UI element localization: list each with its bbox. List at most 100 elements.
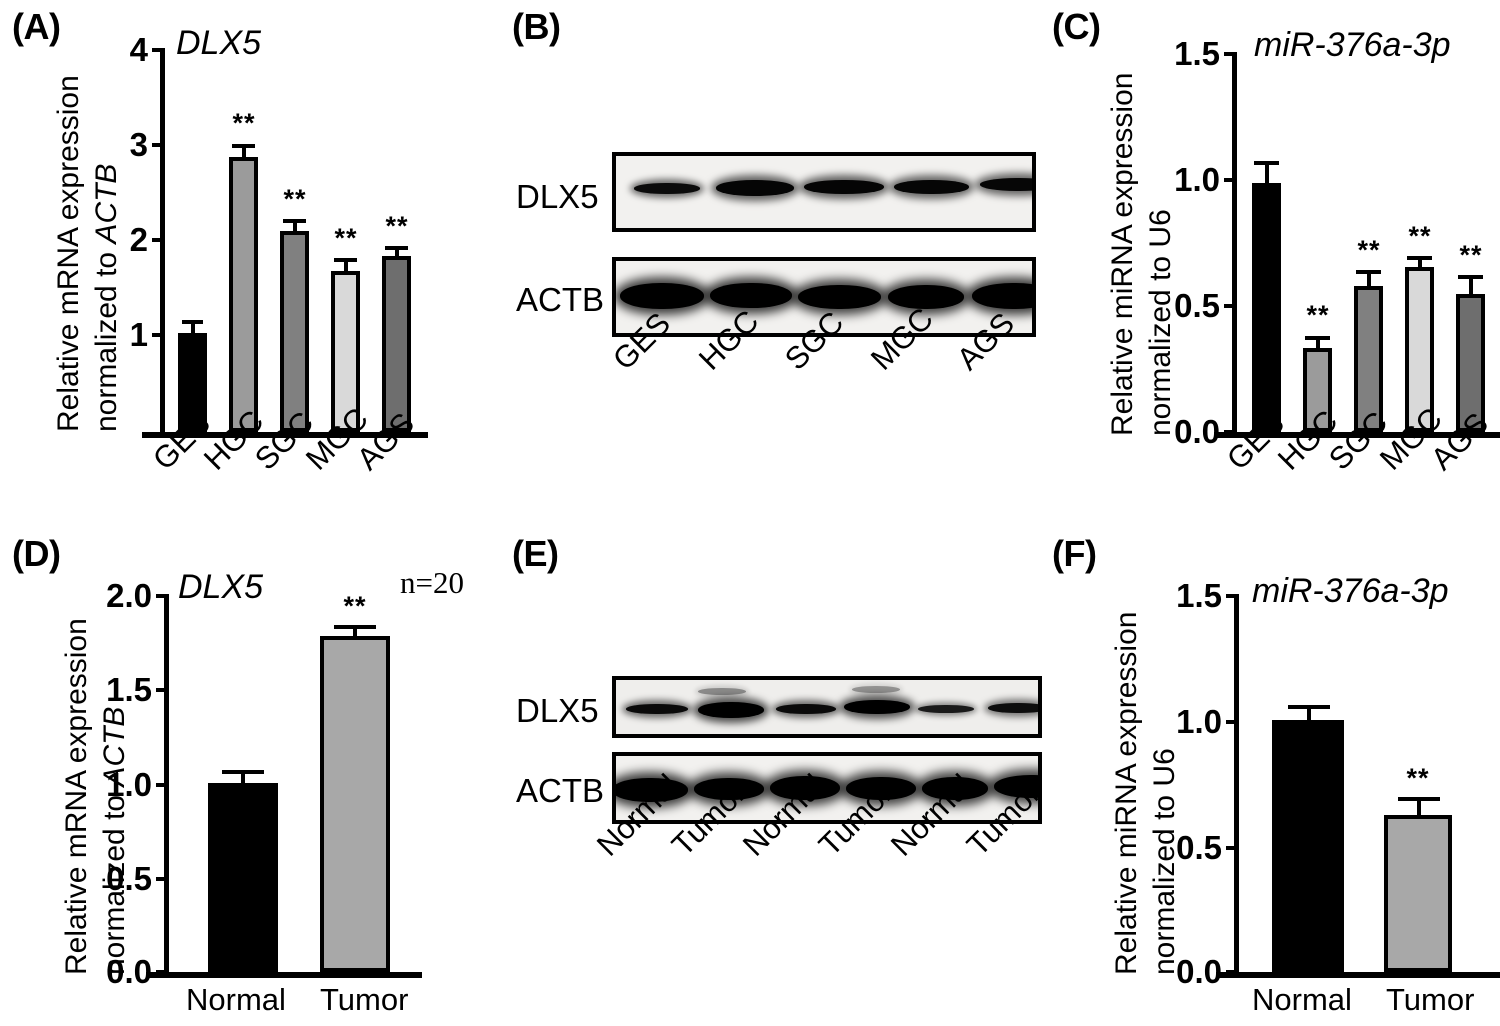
panel-a-ylabel-4: 4 <box>129 31 148 68</box>
panel-f-ylabel-line1: Relative miRNA expression <box>1110 611 1143 975</box>
panel-c-ylabel-10: 1.0 <box>1174 161 1220 198</box>
panel-a-ylabel-1: 1 <box>129 316 148 353</box>
sig-c-ags: ** <box>1459 240 1483 270</box>
sig-f-tumor: ** <box>1406 763 1430 793</box>
panel-c-gene-title: miR-376a-3p <box>1254 26 1451 64</box>
panel-d-n-annotation: n=20 <box>400 565 464 600</box>
errorbar-c-ags <box>1458 275 1483 295</box>
panel-a-ytick-4 <box>152 48 165 52</box>
band-actb-ags <box>972 283 1032 309</box>
bar-c-ges <box>1252 183 1281 432</box>
bar-c-sgc <box>1354 286 1383 432</box>
bar-d-tumor <box>320 636 390 972</box>
errorbar-d-normal <box>222 770 264 784</box>
panel-c-label: (C) <box>1052 6 1101 47</box>
sig-a-hgc: ** <box>232 108 256 138</box>
band-e-actb-lane5 <box>922 777 988 800</box>
panel-f-ylabel-00: 0.0 <box>1176 953 1222 990</box>
bar-d-normal <box>208 783 278 972</box>
panel-c-ylabel-line1: Relative miRNA expression <box>1106 72 1139 436</box>
band-actb-hgc <box>710 283 792 308</box>
bar-c-ags <box>1456 294 1485 432</box>
panel-c-ylabel-15: 1.5 <box>1174 35 1220 72</box>
panel-b-blot-actb <box>612 257 1036 337</box>
band-dlx5-ges <box>634 183 700 194</box>
panel-f-ytick-00 <box>1226 970 1239 974</box>
bar-f-normal <box>1272 720 1344 972</box>
panel-a-gene-title: DLX5 <box>176 24 262 62</box>
band-e-dlx5-lane3 <box>776 704 836 714</box>
band-e-dlx5-lane4 <box>844 700 910 714</box>
panel-a-ylabel-2: 2 <box>129 221 148 258</box>
errorbar-c-sgc <box>1356 270 1381 287</box>
panel-e-row-label-dlx5: DLX5 <box>516 692 599 729</box>
panel-d-ylabel-10: 1.0 <box>106 766 152 803</box>
panel-d-x-axis <box>146 972 422 978</box>
band-actb-ges <box>620 283 704 309</box>
errorbar-a-sgc <box>283 219 306 233</box>
panel-a-ytick-2 <box>152 238 165 242</box>
errorbar-a-hgc <box>232 144 255 158</box>
band-e-dlx5-lane2 <box>698 702 764 718</box>
band-e-actb-lane2 <box>694 778 764 800</box>
panel-e-blot-actb <box>612 752 1042 824</box>
panel-c-ytick-10 <box>1224 178 1237 182</box>
panel-b-row-label-actb: ACTB <box>516 281 605 318</box>
panel-c-ylabel-05: 0.5 <box>1174 287 1220 324</box>
panel-d-ylabel-00: 0.0 <box>106 953 152 990</box>
bar-f-tumor <box>1384 815 1452 972</box>
panel-d-cat-normal: Normal <box>186 982 286 1017</box>
sig-c-mgc: ** <box>1408 221 1432 251</box>
panel-b-row-label-dlx5: DLX5 <box>516 178 599 215</box>
panel-e-row-label-actb: ACTB <box>516 772 605 809</box>
panel-c-ytick-00 <box>1224 430 1237 434</box>
errorbar-d-tumor <box>334 625 376 637</box>
panel-a-ytick-3 <box>152 143 165 147</box>
band-e-dlx5-lane5 <box>918 705 974 713</box>
panel-a-y-axis <box>160 48 165 438</box>
panel-d-ytick-00 <box>156 970 169 974</box>
panel-d-cat-tumor: Tumor <box>320 982 409 1017</box>
band-dlx5-mgc <box>894 180 969 194</box>
errorbar-a-mgc <box>334 258 357 272</box>
panel-c-ytick-15 <box>1224 52 1237 56</box>
errorbar-f-tumor <box>1398 797 1440 816</box>
panel-a-ylabel-line2: normalized to ACTB <box>90 163 123 432</box>
panel-f-x-axis <box>1216 972 1500 978</box>
panel-d-ylabel-line2: normalized to ACTB <box>98 706 131 975</box>
errorbar-c-hgc <box>1305 336 1330 349</box>
errorbar-a-ags <box>385 246 408 258</box>
panel-d-ylabel-05: 0.5 <box>106 860 152 897</box>
panel-f-ylabel-05: 0.5 <box>1176 829 1222 866</box>
band-e-dlx5-lane2-shadow <box>698 688 746 695</box>
errorbar-f-normal <box>1288 705 1330 721</box>
panel-a-ylabel-line1: Relative mRNA expression <box>52 75 85 432</box>
band-e-dlx5-lane4-shadow <box>852 686 900 693</box>
panel-c-y-axis <box>1232 52 1237 436</box>
errorbar-a-ges <box>182 320 203 334</box>
panel-f-cat-normal: Normal <box>1252 982 1352 1017</box>
panel-d-ytick-20 <box>156 594 169 598</box>
errorbar-c-mgc <box>1407 256 1432 268</box>
panel-c-x-axis <box>1214 432 1500 438</box>
sig-a-ags: ** <box>385 211 409 241</box>
band-e-actb-lane4 <box>846 777 916 800</box>
panel-a-label: (A) <box>12 6 61 47</box>
panel-a-ylabel-3: 3 <box>129 126 148 163</box>
panel-d-ytick-15 <box>156 688 169 692</box>
panel-a-x-axis <box>142 432 428 438</box>
band-actb-mgc <box>888 285 964 309</box>
bar-a-ges <box>178 333 207 432</box>
panel-f-ylabel-10: 1.0 <box>1176 703 1222 740</box>
panel-d-ytick-05 <box>156 877 169 881</box>
band-e-actb-lane1 <box>616 778 688 802</box>
panel-d-ytick-10 <box>156 783 169 787</box>
panel-f-ytick-05 <box>1226 846 1239 850</box>
panel-d-gene-title: DLX5 <box>178 568 264 606</box>
bar-c-hgc <box>1303 348 1332 432</box>
sig-c-sgc: ** <box>1357 235 1381 265</box>
panel-f-cat-tumor: Tumor <box>1386 982 1475 1017</box>
bar-c-mgc <box>1405 267 1434 432</box>
panel-c-ylabel-00: 0.0 <box>1174 413 1220 450</box>
panel-c-ylabel-line2: normalized to U6 <box>1144 209 1177 436</box>
